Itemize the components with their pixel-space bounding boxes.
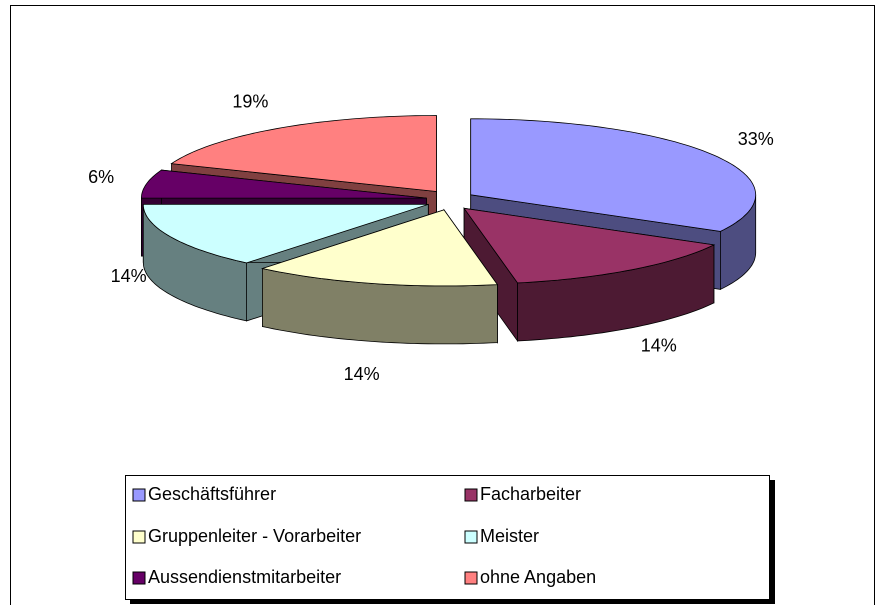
legend-swatch	[464, 530, 478, 544]
legend-swatch	[464, 488, 478, 502]
legend-label: Meister	[480, 526, 539, 546]
legend-swatch	[132, 488, 146, 502]
slice	[463, 207, 716, 284]
slice	[140, 169, 427, 199]
slice	[470, 118, 757, 232]
data-label: 14%	[344, 364, 380, 384]
pie: 33% 14% 14% 14% 6% 19%	[88, 92, 774, 385]
data-label: 6%	[88, 167, 114, 187]
slice	[170, 115, 437, 192]
legend-label: ohne Angaben	[480, 567, 596, 587]
legend-label: Facharbeiter	[480, 484, 581, 504]
slice	[142, 203, 429, 264]
legend-label: Aussendienstmitarbeiter	[148, 567, 341, 587]
legend-swatch	[132, 530, 146, 544]
legend-swatch	[464, 571, 478, 585]
slice	[260, 209, 499, 287]
legend-swatch	[132, 571, 146, 585]
data-label: 33%	[738, 129, 774, 149]
data-label: 14%	[641, 335, 677, 355]
legend-label: Gruppenleiter - Vorarbeiter	[148, 526, 361, 546]
legend-box	[125, 475, 770, 600]
data-label: 14%	[111, 266, 147, 286]
legend: Geschäftsführer Facharbeiter Gruppenleiter…	[132, 484, 596, 587]
legend-label: Geschäftsführer	[148, 484, 276, 504]
data-label: 19%	[232, 92, 268, 112]
